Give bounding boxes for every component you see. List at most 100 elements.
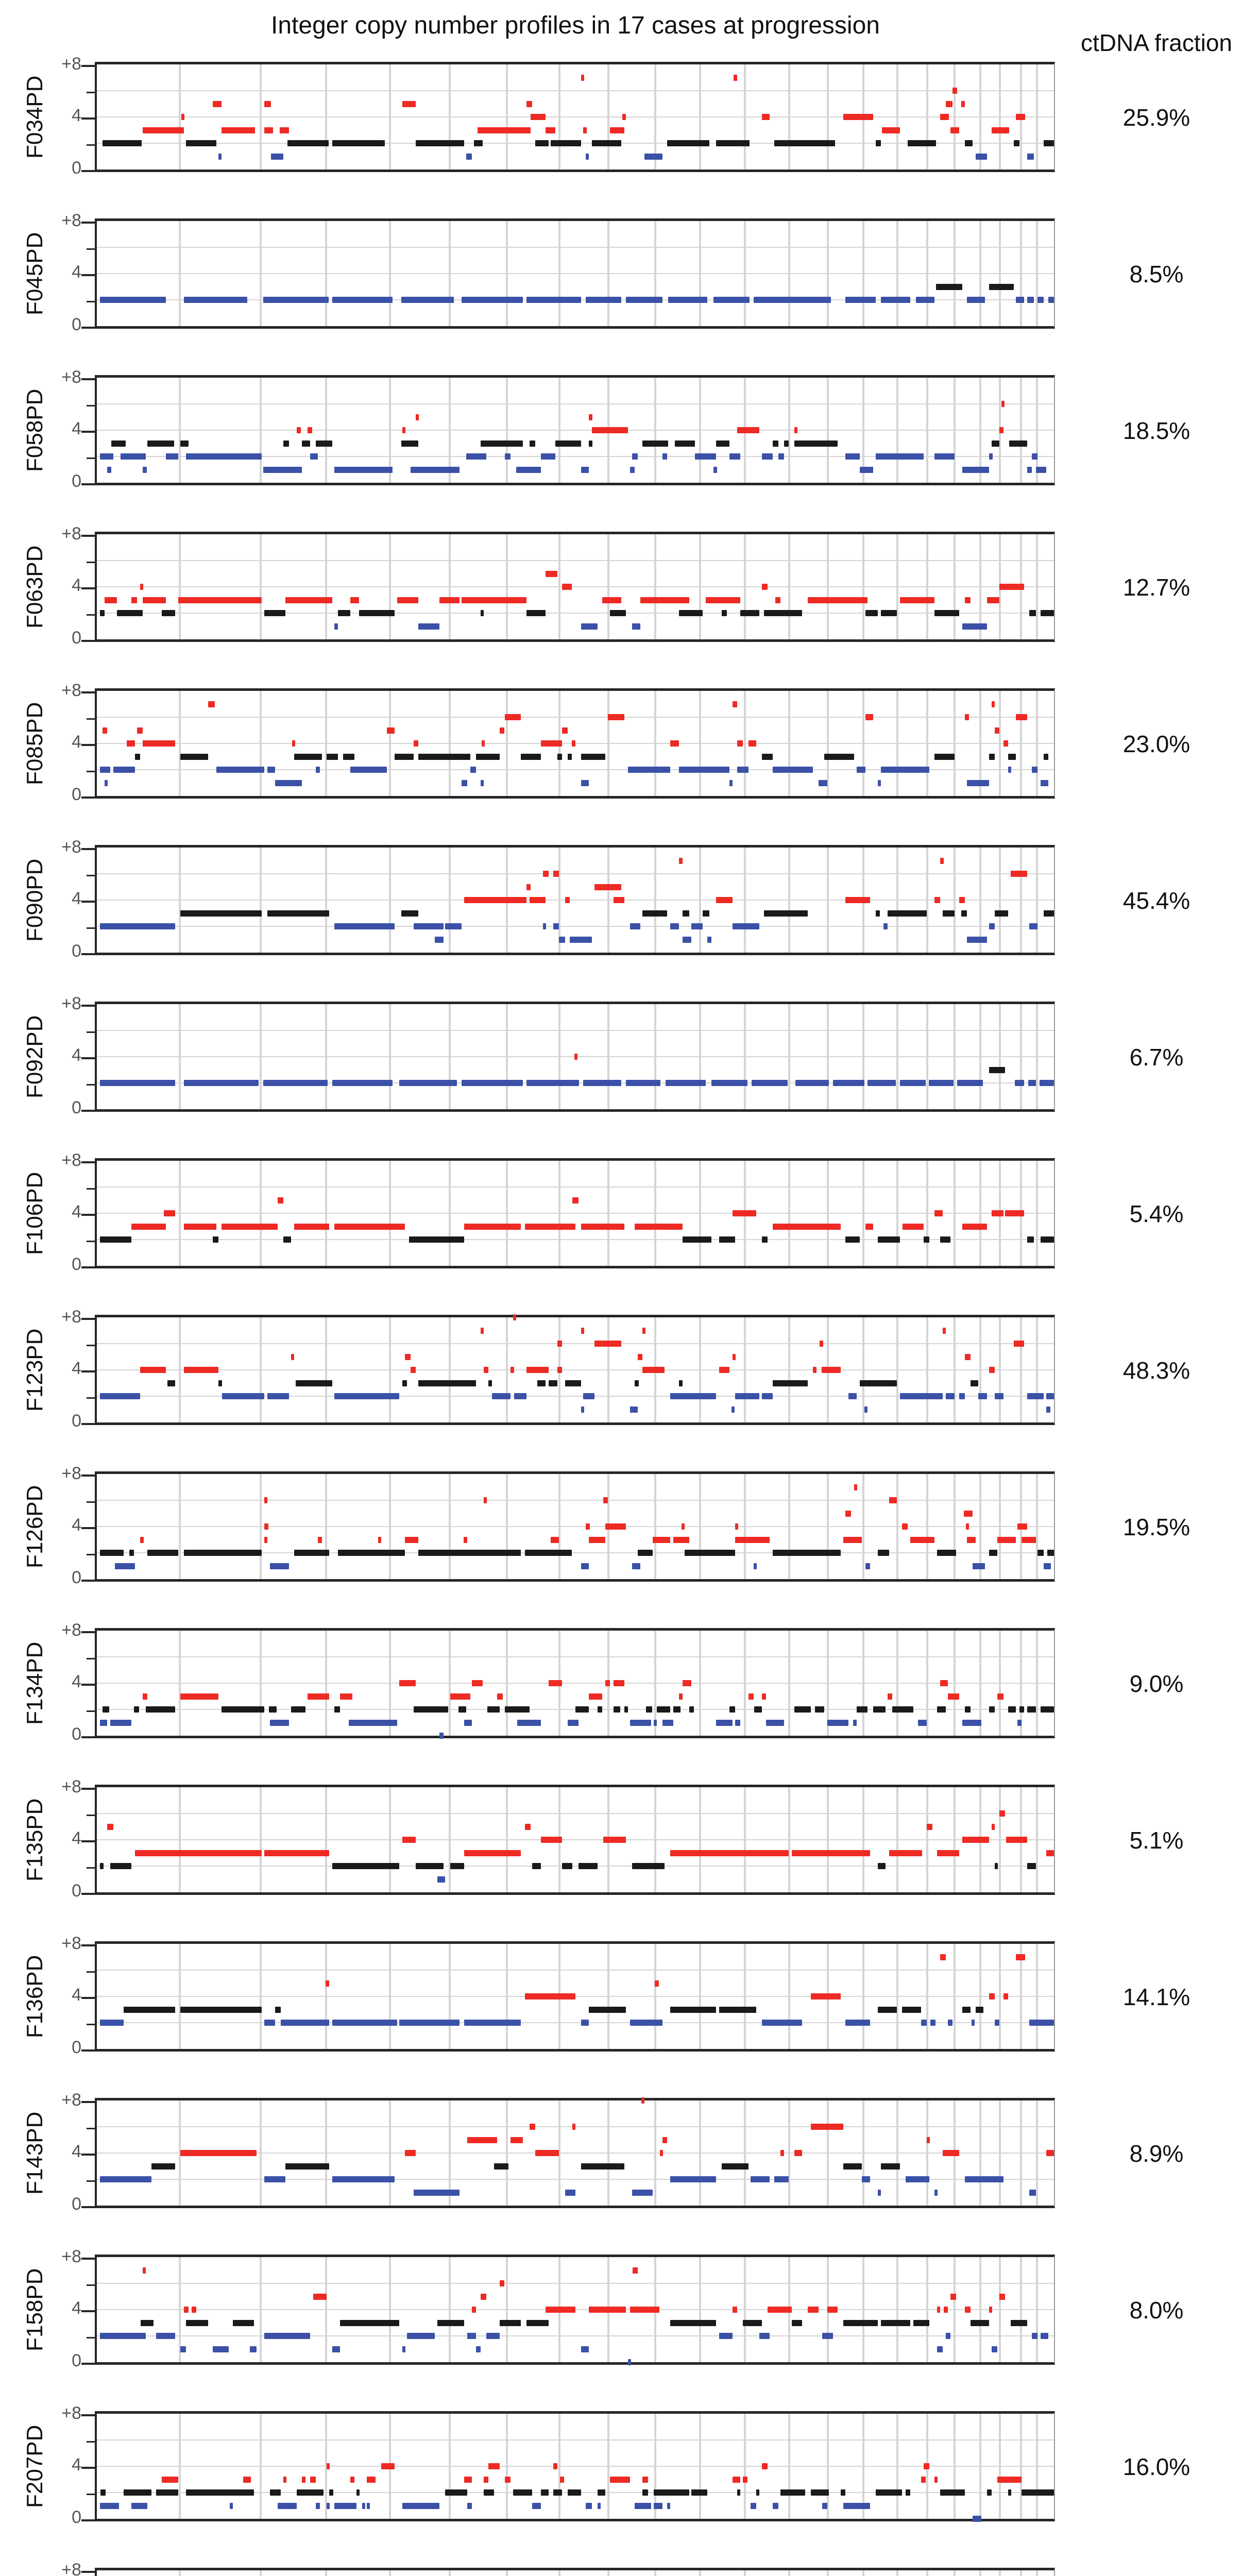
- chrom-divider: [607, 534, 609, 639]
- axis-major-tick: [81, 222, 95, 224]
- cn-segment: [178, 597, 262, 603]
- chrom-divider: [896, 2257, 899, 2362]
- cn-segment: [940, 857, 944, 864]
- cn-segment: [1035, 466, 1047, 473]
- chrom-divider: [979, 2257, 981, 2362]
- cn-segment: [464, 2476, 472, 2483]
- cn-segment: [137, 727, 143, 734]
- cn-segment: [264, 610, 286, 616]
- axis-major-tick: [81, 378, 95, 380]
- cn-segment: [614, 1680, 624, 1686]
- cn-segment: [762, 584, 768, 590]
- chrom-divider: [505, 1317, 508, 1422]
- cn-segment: [1008, 2489, 1011, 2496]
- cn-segment: [481, 440, 523, 447]
- cn-segment: [107, 466, 111, 473]
- cn-segment: [662, 1719, 673, 1726]
- chrom-divider: [979, 2100, 981, 2206]
- cn-segment: [719, 1236, 736, 1243]
- axis-minor-tick: [87, 144, 95, 146]
- axis-minor-tick: [87, 1345, 95, 1346]
- chrom-divider: [979, 2570, 981, 2576]
- cn-segment: [940, 1954, 946, 1960]
- cn-segment: [774, 140, 835, 146]
- chrom-divider: [449, 1161, 451, 1266]
- cn-segment: [129, 1550, 134, 1556]
- cn-segment: [113, 767, 135, 773]
- cn-segment: [581, 74, 585, 81]
- axis-minor-tick: [87, 457, 95, 459]
- chrom-divider: [388, 1317, 391, 1422]
- cn-segment: [591, 140, 622, 146]
- y-tick-label: +8: [61, 367, 81, 387]
- chrom-divider: [178, 1631, 181, 1736]
- cn-segment: [780, 2150, 785, 2156]
- cn-segment: [1032, 767, 1038, 773]
- cn-segment: [143, 466, 147, 473]
- cn-segment: [918, 1719, 927, 1726]
- cn-segment: [526, 884, 531, 890]
- cn-segment: [307, 427, 313, 433]
- cn-segment: [270, 2489, 281, 2496]
- cn-segment: [772, 1380, 808, 1386]
- cn-segment: [553, 2463, 557, 2469]
- cn-segment: [578, 1863, 598, 1869]
- cn-segment: [464, 2020, 521, 2026]
- cn-segment: [575, 1706, 589, 1713]
- cn-segment: [140, 1367, 166, 1373]
- axis-minor-tick: [87, 248, 95, 250]
- chrom-divider: [654, 534, 656, 639]
- cn-segment: [232, 2319, 254, 2326]
- cn-segment: [1015, 114, 1026, 120]
- chrom-divider: [926, 1161, 929, 1266]
- cn-segment: [1043, 140, 1054, 146]
- cn-segment: [497, 1693, 503, 1700]
- chrom-divider: [259, 2570, 262, 2576]
- cn-segment: [876, 453, 924, 460]
- chrom-divider: [788, 1631, 791, 1736]
- cn-segment: [1047, 1550, 1054, 1556]
- chrom-divider: [558, 2570, 561, 2576]
- cn-segment: [637, 1550, 653, 1556]
- cn-segment: [934, 1210, 943, 1216]
- axis-minor-tick: [87, 2024, 95, 2025]
- cn-segment: [99, 1863, 104, 1869]
- chrom-divider: [607, 2570, 609, 2576]
- cn-segment: [294, 1223, 330, 1230]
- cn-segment: [994, 1393, 1003, 1399]
- chrom-divider: [896, 2100, 899, 2206]
- cn-segment: [989, 1706, 995, 1713]
- panel-gridline: [97, 1396, 1054, 1397]
- y-tick-label: 0: [72, 1568, 81, 1587]
- cn-segment: [1029, 2020, 1054, 2026]
- axis-minor-tick: [87, 1501, 95, 1503]
- cn-segment: [957, 1080, 983, 1086]
- cn-segment: [524, 1823, 531, 1830]
- y-tick-label: 4: [72, 732, 81, 752]
- y-tick-label: +8: [61, 681, 81, 700]
- cn-segment: [510, 1367, 515, 1373]
- cn-segment: [1029, 2189, 1036, 2196]
- cn-segment: [350, 2476, 354, 2483]
- cn-segment: [555, 440, 582, 447]
- cn-segment: [467, 2137, 497, 2143]
- chrom-divider: [826, 378, 829, 483]
- panel-gridline: [97, 2466, 1054, 2467]
- chrom-divider: [999, 1944, 1001, 2049]
- chrom-divider: [788, 1944, 791, 2049]
- cn-segment: [901, 1523, 908, 1530]
- cn-segment: [999, 584, 1025, 590]
- cn-segment: [338, 1550, 405, 1556]
- cn-segment: [394, 753, 414, 760]
- chrom-divider: [1035, 1631, 1038, 1736]
- cn-segment: [1040, 1706, 1054, 1713]
- cn-segment: [853, 1719, 857, 1726]
- panel-gridline: [97, 1213, 1054, 1214]
- cn-segment: [418, 753, 470, 760]
- panel-gridline: [97, 1552, 1054, 1553]
- cn-segment: [180, 910, 262, 917]
- cn-segment: [1040, 779, 1048, 786]
- axis-major-tick: [81, 2206, 95, 2208]
- cn-segment: [857, 1706, 867, 1713]
- cn-segment: [310, 2476, 316, 2483]
